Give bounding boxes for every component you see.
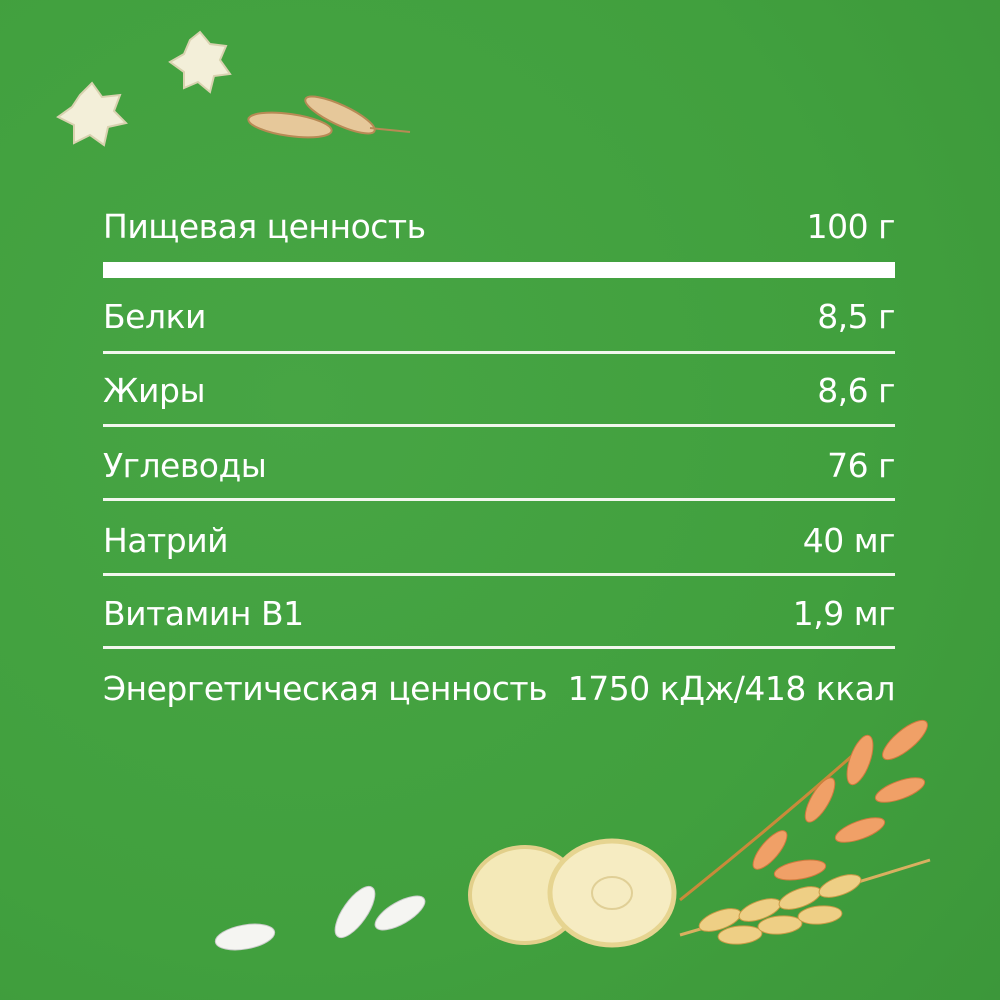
nutrient-row-vitamin-b1: Витамин B1 1,9 мг [103, 588, 896, 638]
nutrient-row-protein: Белки 8,5 г [103, 291, 895, 341]
banana-slice-icon [468, 838, 677, 948]
row-divider [103, 424, 895, 427]
puff-snack-icon [56, 30, 232, 147]
row-divider [103, 646, 895, 649]
nutrient-value: 8,5 г [817, 296, 895, 336]
row-divider [103, 498, 895, 501]
white-bean-icon [214, 885, 426, 951]
rice-grain-icon [247, 95, 411, 139]
oat-spikelet-icon [679, 719, 928, 902]
nutrient-row-carbs: Углеводы 76 г [103, 440, 895, 490]
header-divider [103, 262, 895, 278]
nutrient-value: 40 мг [802, 520, 896, 560]
nutrient-label: Белки [103, 296, 206, 336]
nutrient-value: 76 г [827, 445, 895, 485]
nutrient-label: Витамин B1 [103, 593, 304, 633]
nutrient-value: 1750 кДж/418 ккал [567, 668, 896, 708]
nutrient-row-sodium: Натрий 40 мг [103, 515, 896, 565]
nutrient-label: Натрий [103, 520, 229, 560]
nutrient-value: 1,9 мг [792, 593, 896, 633]
nutrient-label: Углеводы [103, 445, 267, 485]
row-divider [103, 351, 895, 354]
header-label: Пищевая ценность [103, 206, 426, 246]
nutrient-row-energy: Энергетическая ценность 1750 кДж/418 кка… [103, 663, 896, 713]
nutrient-value: 8,6 г [817, 370, 895, 410]
header-value: 100 г [806, 206, 896, 246]
nutrient-label: Энергетическая ценность [103, 668, 548, 708]
wheat-ear-icon [679, 858, 931, 945]
nutrient-row-fat: Жиры 8,6 г [103, 365, 895, 415]
nutrition-header: Пищевая ценность 100 г [103, 201, 896, 251]
row-divider [103, 573, 895, 576]
nutrient-label: Жиры [103, 370, 206, 410]
